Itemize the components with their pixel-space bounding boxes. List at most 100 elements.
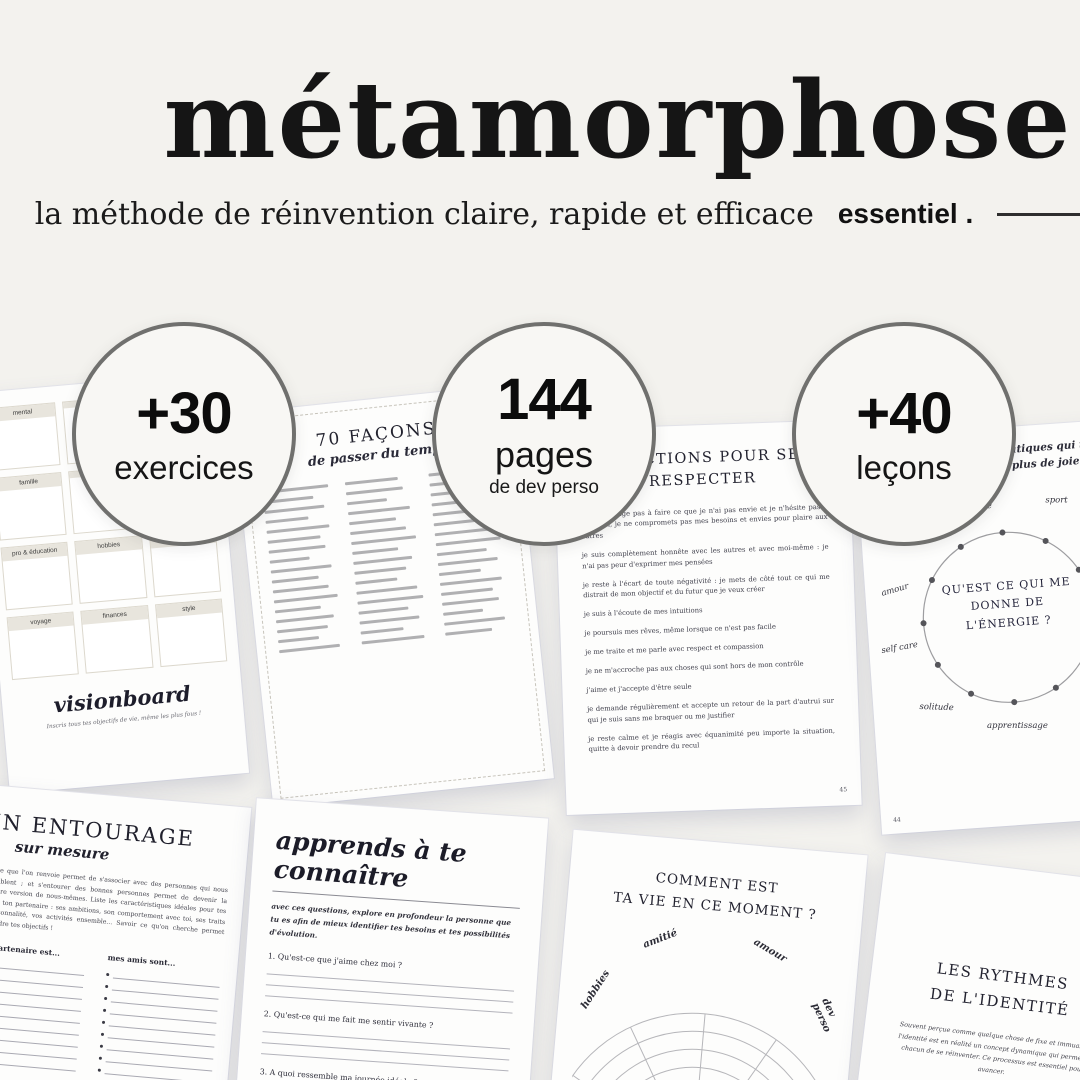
stat-label: pages: [494, 434, 594, 475]
vision-cell-body: [157, 613, 226, 667]
text-line: [270, 564, 332, 574]
brand-logo-text: essentiel .: [837, 198, 974, 230]
friends-lines: [97, 966, 221, 1080]
text-line: [357, 594, 424, 605]
stat-label: leçons: [856, 448, 952, 486]
affirmation-text: j'aime et j'accepte d'être seule: [586, 682, 692, 695]
text-line: [346, 486, 404, 495]
stat-value: +30: [136, 380, 232, 446]
life-wheel-graphic: [568, 1012, 838, 1080]
partner-column: mon partenaire est...: [0, 941, 86, 1072]
vision-cell: hobbies: [74, 535, 148, 604]
practice-label: sport: [1045, 495, 1068, 506]
vision-cell: mental: [0, 402, 61, 471]
text-line: [267, 535, 321, 544]
page-number: 44: [892, 816, 902, 824]
affirmation-text: je suis à l'écoute de mes intuitions: [583, 606, 703, 619]
vision-cell: famille: [0, 471, 67, 541]
text-line: [433, 519, 475, 526]
text-line: [354, 566, 406, 575]
energie-center-question: QU'EST CE QUI ME DONNE DE L'ÉNERGIE ?: [941, 574, 1071, 633]
stat-sublabel: de dev perso: [489, 477, 599, 498]
text-line: [276, 624, 329, 633]
page-number: 45: [839, 786, 848, 794]
text-line: [266, 524, 330, 534]
subtitle-text: la méthode de réinvention claire, rapide…: [34, 196, 814, 232]
text-line: [358, 606, 409, 615]
question-block: 2. Qu'est-ce qui me fait me sentir vivan…: [261, 1010, 512, 1072]
header: métamorphose la méthode de réinvention c…: [0, 0, 1080, 232]
text-line: [272, 584, 329, 594]
text-line: [360, 627, 404, 635]
text-line: [264, 504, 325, 514]
affirmation-text: je demande régulièrement et accepte un r…: [587, 696, 835, 725]
affirmation-text: je me traite et me parle avec respect et…: [585, 642, 764, 657]
stat-value: +40: [856, 380, 952, 446]
rythmes-body: Souvent perçue comme quelque chose de fi…: [898, 1020, 1080, 1076]
text-line: [350, 526, 406, 535]
practice-label: apprentissage: [986, 720, 1048, 731]
question-block: 3. A quoi ressemble ma journée idéale ?: [257, 1067, 508, 1080]
bullet-dot: [103, 997, 108, 1001]
divider-line: [997, 212, 1080, 216]
vision-cell: style: [154, 598, 228, 668]
text-line: [444, 627, 492, 636]
questions: 1. Qu'est-ce que j'aime chez moi ? 2. Qu'…: [253, 952, 516, 1080]
question-block: 1. Qu'est-ce que j'aime chez moi ?: [265, 952, 516, 1014]
text-line: [349, 517, 397, 525]
vision-cell: finances: [80, 604, 154, 674]
affirmation-text: je reste calme et je réagis avec équanim…: [588, 726, 836, 754]
affirmation-text: je suis complètement honnête avec les au…: [581, 542, 829, 570]
vision-cell: voyage: [6, 611, 80, 681]
bullet-dot: [100, 1032, 105, 1037]
vision-cell-body: [9, 625, 78, 679]
text-line: [268, 544, 326, 554]
subtitle-row: la méthode de réinvention claire, rapide…: [22, 197, 1080, 232]
text-line: [441, 596, 499, 606]
text-line: [353, 555, 412, 565]
text-line: [355, 577, 398, 585]
facons-column: [262, 484, 351, 661]
text-line: [359, 615, 420, 625]
life-wheel: amitié amour hobbies dev perso: [568, 921, 840, 1080]
text-line: [361, 634, 425, 644]
text-line: [273, 593, 338, 603]
wheel-category-label: amour: [751, 936, 789, 965]
vision-cell-body: [3, 556, 72, 610]
entourage-intro: L'image que l'on renvoie permet de s'ass…: [0, 865, 229, 937]
text-line: [347, 498, 388, 505]
bullet-dot: [105, 985, 109, 989]
partner-lines: [0, 954, 86, 1072]
vision-cell-body: [83, 619, 152, 673]
rythmes-title: LES RYTHMES DE L'IDENTITÉ: [888, 951, 1080, 1029]
vision-cell-body: [0, 416, 60, 470]
vision-cell-body: [0, 486, 66, 540]
text-line: [351, 535, 416, 545]
moment-title: COMMENT EST TA VIE EN CE MOMENT ?: [587, 861, 845, 929]
workbook-page-entourage: UN ENTOURAGE sur mesure L'image que l'on…: [0, 783, 252, 1080]
text-line: [265, 516, 309, 524]
bullet-dot: [101, 1020, 106, 1025]
vision-cell-body: [151, 543, 220, 597]
bullet-dot: [106, 973, 110, 977]
bullet-dot: [102, 1008, 107, 1013]
affirmation-text: je poursuis mes rêves, même lorsque ce n…: [584, 622, 777, 638]
affirmation-text: je ne m'accroche pas aux choses qui sont…: [585, 659, 804, 676]
bullet-dot: [99, 1044, 104, 1049]
bullet-dot: [98, 1056, 102, 1061]
text-line: [279, 643, 340, 653]
text-line: [269, 556, 310, 564]
friends-column: mes amis sont...: [97, 953, 222, 1080]
connaitre-intro: avec ces questions, explore en profondeu…: [269, 901, 512, 940]
vision-cell: pro & éducation: [0, 541, 74, 611]
page-title: métamorphose: [163, 57, 1073, 182]
practice-label: solitude: [919, 701, 954, 713]
text-line: [436, 548, 487, 556]
respecter-list: je ne m'oblige pas à faire ce que je n'a…: [580, 502, 835, 755]
text-line: [274, 605, 321, 613]
energie-diagram: QU'EST CE QUI ME DONNE DE L'ÉNERGIE ? na…: [875, 491, 1080, 757]
facons-column: [345, 475, 434, 652]
text-line: [352, 547, 399, 555]
text-line: [356, 585, 418, 595]
